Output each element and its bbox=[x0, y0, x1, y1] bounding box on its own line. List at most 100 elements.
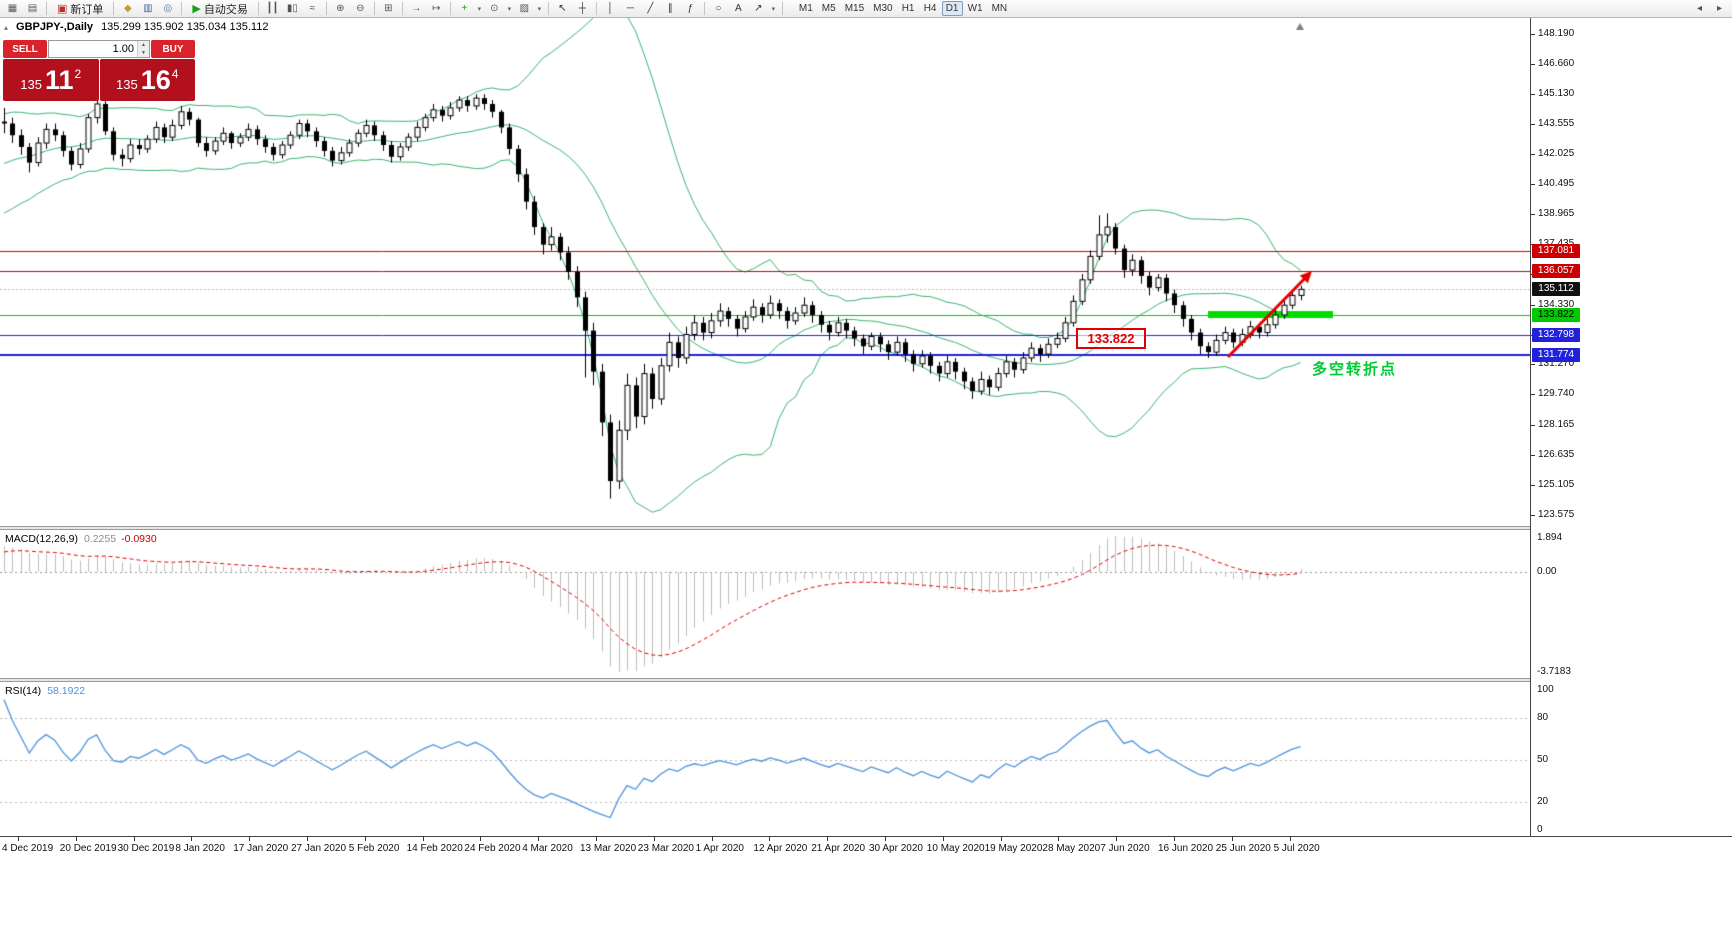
macd-axis-max: 1.894 bbox=[1537, 532, 1563, 543]
time-axis-label: 4 Mar 2020 bbox=[522, 843, 573, 854]
sell-button[interactable]: SELL bbox=[3, 40, 47, 58]
price-axis-tickmark bbox=[1531, 305, 1535, 306]
tile-windows-icon[interactable]: ⊞ bbox=[384, 3, 393, 14]
sell-price-button[interactable]: 135 11 2 bbox=[3, 59, 99, 101]
toolbar-separator bbox=[373, 2, 375, 15]
time-axis-label: 4 Dec 2019 bbox=[2, 843, 54, 854]
data-window-icon[interactable]: ▥ bbox=[143, 3, 153, 14]
time-axis-label: 24 Feb 2020 bbox=[464, 843, 521, 854]
horizontal-line-icon[interactable]: ─ bbox=[626, 3, 634, 14]
time-axis[interactable]: 4 Dec 2019 20 Dec 2019 30 Dec 2019 8 Jan 20… bbox=[0, 836, 1732, 943]
timeframe-w1[interactable]: W1 bbox=[967, 3, 983, 14]
autotrading-icon: ▶ bbox=[192, 3, 201, 15]
fibonacci-icon[interactable]: ƒ bbox=[687, 3, 694, 14]
macd-signal-value: -0.0930 bbox=[121, 533, 157, 545]
new-chart-icon[interactable]: ▦ bbox=[7, 3, 18, 14]
market-watch-icon[interactable]: ◆ bbox=[124, 3, 132, 14]
zoom-out-icon[interactable]: ⊖ bbox=[356, 3, 365, 14]
macd-indicator-canvas[interactable] bbox=[0, 530, 1530, 678]
time-axis-tickmark bbox=[307, 837, 308, 841]
timeframe-mn[interactable]: MN bbox=[991, 3, 1008, 14]
price-axis-tickmark bbox=[1531, 124, 1535, 125]
bar-chart-icon[interactable]: ┃┃ bbox=[266, 3, 279, 14]
indicators-icon[interactable]: + bbox=[461, 3, 468, 14]
price-axis-tickmark bbox=[1531, 184, 1535, 185]
chart-profiles-icon[interactable]: ▤ bbox=[27, 3, 38, 14]
oneclick-collapse-icon[interactable]: ▴ bbox=[4, 22, 9, 32]
dropdown-arrow-icon[interactable]: ▾ bbox=[771, 5, 776, 13]
periods-icon[interactable]: ⊙ bbox=[490, 3, 499, 14]
trendline-icon[interactable]: ╱ bbox=[647, 3, 654, 14]
dropdown-arrow-icon[interactable]: ▾ bbox=[537, 5, 542, 13]
time-axis-tickmark bbox=[1174, 837, 1175, 841]
cursor-icon[interactable]: ↖ bbox=[558, 3, 567, 14]
time-axis-label: 20 Dec 2019 bbox=[59, 843, 117, 854]
price-axis-label: 145.130 bbox=[1538, 87, 1575, 99]
text-label-icon[interactable]: A bbox=[735, 3, 742, 14]
time-axis-label: 8 Jan 2020 bbox=[175, 843, 225, 854]
new-order-button-label: 新订单 bbox=[70, 3, 104, 16]
time-axis-tickmark bbox=[249, 837, 250, 841]
price-axis-label: 146.660 bbox=[1538, 57, 1575, 69]
price-axis-label: 138.965 bbox=[1538, 208, 1575, 220]
price-axis[interactable]: 148.190 146.660 145.130 143.555 142.025 140.4… bbox=[1530, 18, 1732, 836]
timeframe-m1[interactable]: M1 bbox=[798, 3, 813, 14]
volume-down-icon[interactable]: ▼ bbox=[138, 49, 149, 57]
crosshair-icon[interactable]: ┼ bbox=[578, 3, 586, 14]
buy-button[interactable]: BUY bbox=[151, 40, 195, 58]
rsi-label: RSI(14) 58.1922 bbox=[5, 685, 85, 697]
vertical-line-icon[interactable]: │ bbox=[607, 3, 614, 14]
templates-icon[interactable]: ▨ bbox=[519, 3, 530, 14]
volume-box[interactable]: 1.00 ▲ ▼ bbox=[48, 40, 150, 58]
line-chart-icon[interactable]: ≈ bbox=[309, 3, 316, 14]
price-chart-canvas[interactable] bbox=[0, 18, 1530, 526]
dropdown-arrow-icon[interactable]: ▾ bbox=[477, 5, 482, 13]
volume-up-icon[interactable]: ▲ bbox=[138, 41, 149, 49]
channel-icon[interactable]: ∥ bbox=[667, 3, 673, 14]
navigator-icon[interactable]: ◎ bbox=[163, 3, 173, 14]
timeframe-m30[interactable]: M30 bbox=[873, 3, 893, 14]
timeframe-m15[interactable]: M15 bbox=[844, 3, 865, 14]
auto-scroll-icon[interactable]: → bbox=[411, 3, 422, 14]
volume-value[interactable]: 1.00 bbox=[112, 43, 134, 55]
autotrading-button[interactable]: ▶ 自动交易 bbox=[186, 1, 253, 16]
timeframe-h1[interactable]: H1 bbox=[901, 3, 915, 14]
time-axis-tickmark bbox=[1232, 837, 1233, 841]
buy-price-button[interactable]: 135 16 4 bbox=[99, 59, 195, 101]
scroll-left-icon[interactable]: ◂ bbox=[1696, 3, 1703, 14]
timeframe-h4[interactable]: H4 bbox=[923, 3, 937, 14]
price-axis-label: 140.495 bbox=[1538, 178, 1575, 190]
candlestick-chart-icon[interactable]: ▮▯ bbox=[286, 3, 298, 14]
ask-main: 135 bbox=[116, 76, 138, 92]
panel-separator[interactable] bbox=[0, 526, 1732, 530]
price-axis-label: 137.435 bbox=[1538, 238, 1574, 249]
chart-shift-icon[interactable]: ↦ bbox=[432, 3, 441, 14]
price-axis-label: 125.105 bbox=[1538, 478, 1575, 490]
rsi-axis-label: 50 bbox=[1537, 754, 1549, 765]
price-annotation-box[interactable]: 133.822 bbox=[1076, 328, 1146, 349]
rsi-indicator-canvas[interactable] bbox=[0, 682, 1530, 836]
timeframe-d1[interactable]: D1 bbox=[941, 1, 963, 16]
rsi-axis-label: 80 bbox=[1537, 712, 1549, 723]
panel-separator[interactable] bbox=[0, 678, 1732, 682]
new-order-icon: ▣ bbox=[57, 3, 68, 15]
toolbar-separator bbox=[449, 2, 451, 15]
price-axis-tickmark bbox=[1531, 425, 1535, 426]
new-order-button[interactable]: ▣ 新订单 bbox=[51, 1, 109, 16]
price-axis-tickmark bbox=[1531, 34, 1535, 35]
arrows-tool-icon[interactable]: ↗ bbox=[754, 3, 763, 14]
dropdown-arrow-icon[interactable]: ▾ bbox=[507, 5, 512, 13]
rsi-value: 58.1922 bbox=[47, 685, 86, 697]
rsi-axis-label: 20 bbox=[1537, 796, 1549, 807]
price-badge: 135.112 bbox=[1532, 282, 1580, 297]
timeframe-m5[interactable]: M5 bbox=[821, 3, 836, 14]
price-axis-label: 129.740 bbox=[1538, 388, 1575, 400]
shapes-icon[interactable]: ○ bbox=[715, 3, 722, 14]
cn-annotation-label[interactable]: 多空转折点 bbox=[1312, 361, 1398, 378]
price-axis-tickmark bbox=[1531, 485, 1535, 486]
time-axis-label: 5 Feb 2020 bbox=[348, 843, 400, 854]
toolbar-separator bbox=[703, 2, 705, 15]
zoom-in-icon[interactable]: ⊕ bbox=[336, 3, 345, 14]
scroll-right-icon[interactable]: ▸ bbox=[1716, 3, 1723, 14]
bid-pip: 2 bbox=[74, 67, 82, 81]
